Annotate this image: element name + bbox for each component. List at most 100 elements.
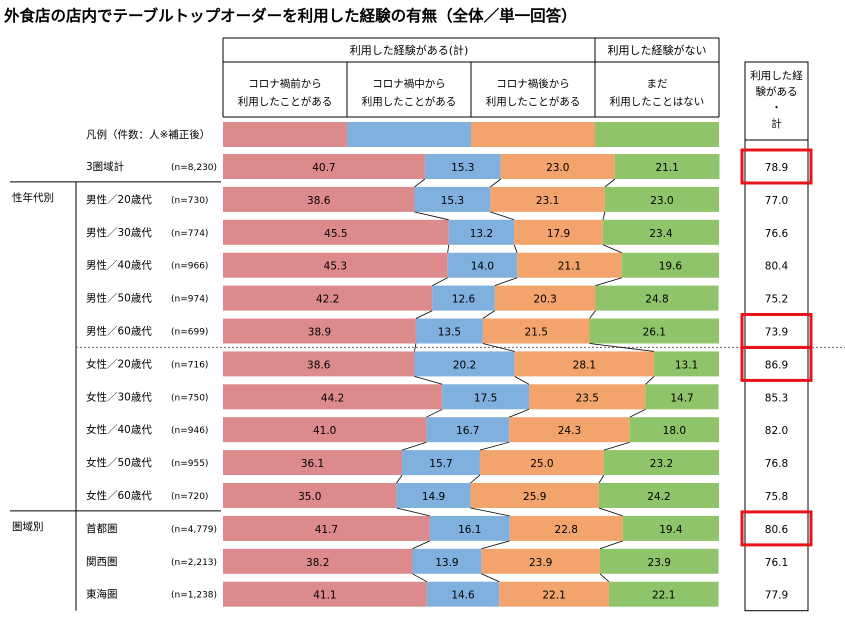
series-label-4: 利用したことはない <box>610 96 705 108</box>
row-n-label: (n=966) <box>171 262 208 272</box>
data-label: 25.0 <box>530 458 553 470</box>
row-n-label: (n=1,238) <box>171 591 217 601</box>
series-connector <box>514 376 530 385</box>
bar-segment <box>412 548 482 574</box>
bar-segment <box>604 186 719 212</box>
series-connector <box>481 573 500 583</box>
row-label: 女性／20歳代 <box>86 357 152 370</box>
series-connector <box>513 244 518 253</box>
group-label: 性年代別 <box>12 191 54 204</box>
data-label: 19.4 <box>659 524 683 536</box>
data-label: 35.0 <box>298 491 321 503</box>
series-connector <box>479 441 510 451</box>
series-connector <box>490 211 515 221</box>
series-connector <box>604 178 616 188</box>
series-connector <box>432 277 448 286</box>
data-label: 15.3 <box>451 162 474 174</box>
total-column-header: 利用した経 <box>750 69 803 82</box>
bar-segment <box>448 219 515 245</box>
series-connector <box>602 211 606 220</box>
data-label: 25.9 <box>523 491 546 503</box>
bar-segment <box>223 252 448 278</box>
data-label: 13.9 <box>435 557 458 569</box>
total-value: 77.9 <box>765 590 788 602</box>
series-label-1: コロナ禍前から <box>248 77 322 90</box>
bar-segment <box>529 384 646 410</box>
legend-swatch-4 <box>595 122 719 147</box>
row-n-label: (n=8,230) <box>171 163 217 173</box>
highlight-box <box>740 148 813 185</box>
data-label: 21.5 <box>525 327 548 339</box>
series-connector <box>598 507 623 517</box>
total-value: 80.6 <box>765 524 789 536</box>
series-connector <box>595 277 622 286</box>
bar-segment <box>517 252 622 278</box>
data-label: 23.9 <box>648 557 671 569</box>
series-label-2: 利用したことがある <box>362 95 457 108</box>
data-label: 22.1 <box>542 590 565 602</box>
total-value: 85.3 <box>765 392 788 404</box>
data-label: 14.0 <box>471 261 494 273</box>
series-connector <box>396 474 403 484</box>
series-connector <box>599 540 623 550</box>
bar-segment <box>614 154 720 179</box>
bar-segment <box>622 515 719 541</box>
data-label: 23.0 <box>546 162 569 174</box>
bar-segment <box>223 450 403 476</box>
data-label: 14.6 <box>451 590 475 602</box>
bar-segment <box>223 318 416 344</box>
series-connector <box>509 408 530 418</box>
bar-segment <box>426 417 510 443</box>
total-column-header: ・ <box>771 102 782 114</box>
bar-segment <box>481 548 600 574</box>
series-connector <box>414 211 449 221</box>
series-connector <box>490 178 502 188</box>
bar-segment <box>223 384 443 410</box>
bar-segment <box>442 384 530 410</box>
data-label: 24.8 <box>645 294 668 306</box>
data-label: 20.2 <box>453 359 476 371</box>
series-connector <box>401 441 427 451</box>
data-label: 26.1 <box>643 327 666 339</box>
row-n-label: (n=974) <box>171 295 208 305</box>
bar-segment <box>629 417 719 443</box>
row-label: 3圏域計 <box>86 160 125 173</box>
row-n-label: (n=946) <box>171 426 208 436</box>
series-connector <box>482 310 496 319</box>
series-connector <box>414 376 443 385</box>
bar-segment <box>402 450 480 476</box>
series-label-2: コロナ禍中から <box>372 77 446 90</box>
data-label: 15.7 <box>429 458 452 470</box>
bar-segment <box>223 186 415 212</box>
row-n-label: (n=955) <box>171 459 208 469</box>
bar-segment <box>223 351 415 377</box>
row-label: 女性／40歳代 <box>86 423 152 436</box>
series-connector <box>494 277 518 286</box>
bar-segment <box>470 483 599 508</box>
row-n-label: (n=4,779) <box>171 525 217 535</box>
row-label: 首都圏 <box>86 522 118 535</box>
row-n-label: (n=716) <box>171 360 208 370</box>
series-connector <box>415 310 433 319</box>
data-label: 41.0 <box>313 425 336 437</box>
data-label: 42.2 <box>316 294 339 306</box>
bar-segment <box>482 318 590 344</box>
bar-segment <box>396 483 471 508</box>
bar-segment <box>500 154 615 179</box>
data-label: 24.2 <box>647 491 670 503</box>
series-connector <box>598 474 605 484</box>
data-label: 45.3 <box>324 261 347 273</box>
total-value: 76.8 <box>765 458 788 470</box>
bar-segment <box>621 252 719 278</box>
bar-segment <box>432 285 495 311</box>
row-n-label: (n=699) <box>171 328 208 338</box>
bar-segment <box>447 252 518 278</box>
data-label: 13.2 <box>470 228 493 240</box>
series-connector <box>414 178 426 188</box>
bar-segment <box>426 581 500 607</box>
row-n-label: (n=774) <box>171 229 208 239</box>
data-label: 23.9 <box>529 557 552 569</box>
total-value: 86.9 <box>765 359 788 371</box>
data-label: 41.7 <box>315 524 338 536</box>
row-n-label: (n=720) <box>171 492 208 502</box>
